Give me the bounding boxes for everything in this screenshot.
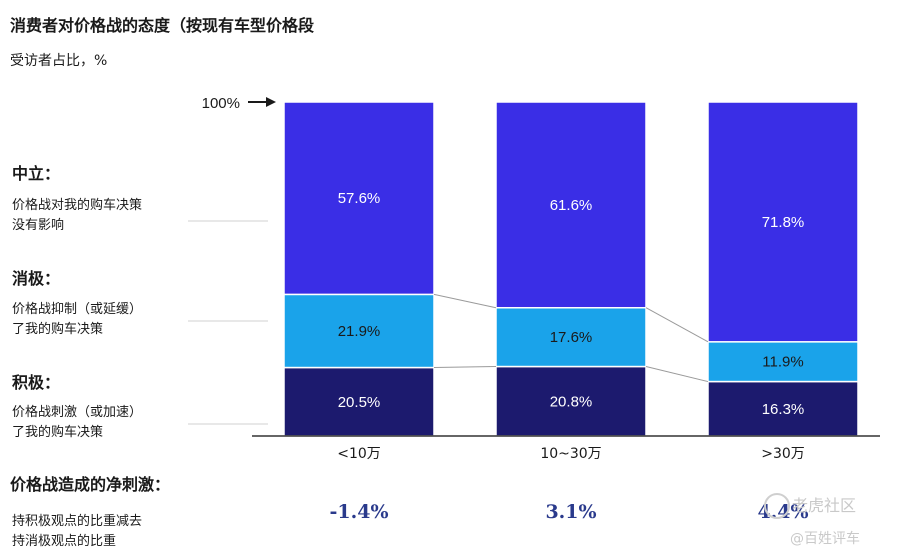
bar-segment-negative xyxy=(283,293,435,369)
data-label-negative: 11.9% xyxy=(762,354,803,371)
negative-description: 价格战抑制（或延缓） 了我的购车决策 xyxy=(12,300,142,340)
data-label-negative: 21.9% xyxy=(338,323,381,340)
category-label: <10万 xyxy=(337,446,381,462)
data-label-negative: 17.6% xyxy=(550,329,593,346)
top-100-percent-marker: 100% xyxy=(202,95,240,112)
net-desc-line-1: 持积极观点的比重减去 xyxy=(12,514,143,529)
neutral-desc-line-1: 价格战对我的购车决策 xyxy=(12,198,143,213)
positive-desc-line-2: 了我的购车决策 xyxy=(12,425,104,440)
negative-heading: 消极： xyxy=(12,269,61,288)
bar-segment-neutral xyxy=(707,101,859,343)
data-label-positive: 20.5% xyxy=(338,394,381,411)
net-value: 3.1% xyxy=(545,501,596,523)
connector-line xyxy=(645,366,709,383)
net-value: -1.4% xyxy=(330,501,389,523)
data-label-neutral: 61.6% xyxy=(550,197,593,214)
connector-line xyxy=(433,293,497,309)
bar-segment-positive xyxy=(495,365,647,437)
data-label-neutral: 57.6% xyxy=(338,190,381,207)
bar-segment-negative xyxy=(495,306,647,368)
net-stimulus-heading: 价格战造成的净刺激： xyxy=(10,475,171,494)
connector-line xyxy=(433,366,497,369)
positive-desc-line-1: 价格战刺激（或加速） xyxy=(12,405,143,420)
neutral-heading: 中立： xyxy=(12,164,61,183)
bar-segment-neutral xyxy=(495,101,647,309)
bar-segment-neutral xyxy=(283,101,435,296)
arrow-head-icon xyxy=(266,97,276,107)
data-label-positive: 16.3% xyxy=(762,401,805,418)
bar-segment-negative xyxy=(707,341,859,383)
category-label: 10~30万 xyxy=(540,446,601,462)
chart-subtitle: 受访者占比，% xyxy=(10,53,108,69)
connector-line xyxy=(645,307,709,343)
neutral-desc-line-2: 没有影响 xyxy=(12,218,65,233)
negative-desc-line-1: 价格战抑制（或延缓） xyxy=(12,302,143,317)
neutral-description: 价格战对我的购车决策 没有影响 xyxy=(12,196,142,236)
watermark-line-2: @百姓评车 xyxy=(790,531,860,547)
net-desc-line-2: 持消极观点的比重 xyxy=(12,534,117,549)
watermark-line-1: 老虎社区 xyxy=(792,496,857,515)
watermark-logo-icon xyxy=(764,493,790,519)
data-label-positive: 20.8% xyxy=(550,393,593,410)
data-label-neutral: 71.8% xyxy=(762,214,805,231)
negative-desc-line-2: 了我的购车决策 xyxy=(12,322,104,337)
category-label: >30万 xyxy=(761,446,805,462)
chart-title: 消费者对价格战的态度（按现有车型价格段 xyxy=(10,16,315,35)
positive-description: 价格战刺激（或加速） 了我的购车决策 xyxy=(12,403,142,443)
positive-heading: 积极： xyxy=(12,373,61,392)
